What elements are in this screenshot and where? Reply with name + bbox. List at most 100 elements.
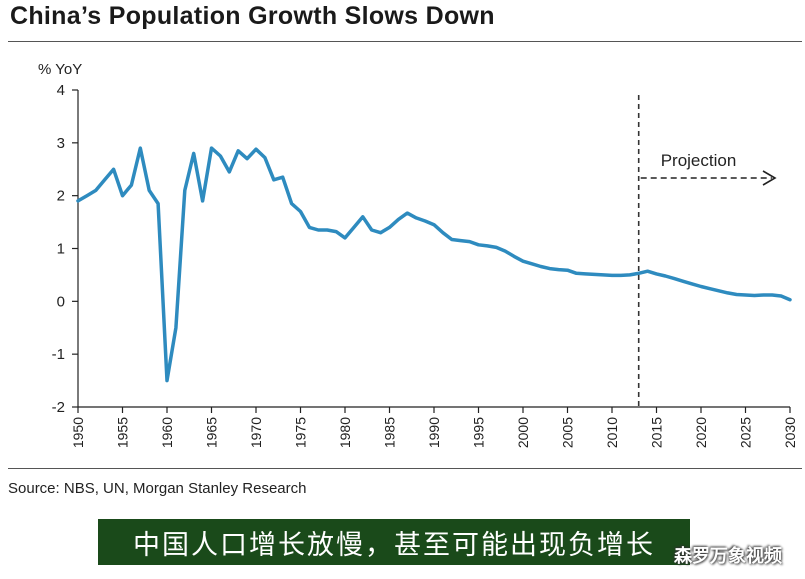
data-point	[86, 194, 88, 197]
x-tick-label: 1950	[70, 417, 86, 448]
data-point	[335, 230, 337, 233]
data-point	[415, 217, 418, 219]
data-point	[762, 294, 765, 296]
data-point	[584, 273, 587, 275]
x-tick-label: 2015	[649, 417, 665, 448]
y-tick-label: 1	[57, 241, 65, 258]
x-tick-label: 1970	[248, 417, 264, 448]
data-point	[317, 229, 320, 231]
data-point	[593, 273, 595, 276]
data-point	[557, 268, 560, 271]
data-point	[513, 255, 515, 258]
subtitle-banner: 中国人口增长放慢，甚至可能出现负增长	[98, 519, 690, 565]
data-point	[691, 283, 693, 285]
data-point	[611, 274, 613, 277]
data-point	[424, 220, 426, 222]
y-tick-label: 0	[57, 293, 65, 310]
data-point	[308, 226, 311, 229]
data-point	[166, 379, 168, 382]
data-point	[237, 149, 239, 152]
data-point	[95, 189, 97, 192]
data-point	[664, 275, 667, 277]
data-point	[700, 285, 702, 288]
x-tick-label: 1955	[115, 417, 131, 448]
data-point	[735, 293, 738, 296]
data-point	[709, 287, 711, 290]
data-point	[655, 273, 658, 275]
y-tick-label: 3	[57, 135, 65, 152]
x-tick-label: 2005	[560, 417, 576, 448]
data-point	[184, 189, 186, 192]
data-point	[522, 260, 524, 262]
data-point	[646, 270, 649, 273]
data-point	[264, 156, 266, 159]
data-point	[353, 226, 355, 229]
y-axis-label: % YoY	[38, 61, 82, 78]
x-tick-label: 2020	[693, 417, 709, 448]
y-tick-label: -1	[52, 346, 65, 363]
y-tick-label: 4	[57, 82, 65, 99]
data-point	[210, 147, 213, 149]
data-point	[718, 289, 720, 292]
data-point	[362, 216, 364, 218]
data-point	[771, 294, 773, 296]
data-point	[504, 250, 507, 252]
x-tick-label: 2030	[782, 417, 798, 448]
data-point	[77, 200, 79, 202]
x-tick-label: 1980	[337, 417, 353, 448]
x-tick-label: 1960	[159, 417, 175, 448]
data-point	[566, 269, 569, 271]
data-point	[789, 298, 791, 301]
data-point	[406, 212, 409, 214]
data-point	[531, 263, 533, 265]
x-tick-label: 1965	[204, 417, 220, 448]
data-point	[121, 194, 124, 197]
data-point	[157, 202, 159, 205]
chart-axes: % YoY	[38, 61, 790, 408]
data-point	[255, 148, 257, 150]
data-point	[637, 272, 640, 275]
data-point	[477, 244, 480, 246]
data-point	[103, 179, 106, 181]
data-point	[575, 272, 578, 275]
subtitle-text: 中国人口增长放慢，甚至可能出现负增长	[133, 529, 655, 561]
data-point	[442, 231, 444, 234]
data-point	[201, 200, 204, 202]
data-point	[192, 152, 195, 155]
data-point	[228, 171, 231, 173]
source-note: Source: NBS, UN, Morgan Stanley Research	[8, 480, 307, 497]
data-point	[468, 240, 471, 243]
projection-arrowhead	[762, 170, 777, 186]
x-tick-label: 2010	[604, 417, 620, 448]
data-point	[130, 184, 133, 186]
data-point	[486, 245, 489, 247]
x-tick-label: 1975	[293, 417, 309, 448]
x-tick-label: 1995	[471, 417, 487, 448]
title-rule	[8, 41, 802, 42]
data-point	[397, 218, 400, 221]
data-point	[629, 274, 631, 276]
chart-annotations: Projection	[637, 95, 777, 407]
data-point	[290, 202, 293, 205]
data-point	[112, 168, 115, 171]
data-point	[726, 292, 729, 294]
data-point	[602, 274, 604, 276]
projection-label: Projection	[661, 151, 737, 170]
data-point	[459, 239, 462, 242]
x-tick-label: 2025	[738, 417, 754, 448]
data-point	[344, 237, 346, 239]
data-point	[780, 295, 782, 297]
data-point	[548, 267, 551, 270]
data-point	[682, 280, 684, 283]
data-point	[148, 189, 150, 192]
data-point	[246, 157, 248, 160]
y-tick-label: -2	[52, 399, 65, 416]
data-point	[451, 238, 453, 241]
data-point	[673, 277, 676, 280]
data-point	[620, 274, 622, 277]
data-point	[433, 223, 435, 226]
chart-plot	[76, 146, 792, 383]
data-point	[175, 326, 177, 329]
data-point	[540, 265, 542, 268]
y-tick-label: 2	[57, 188, 65, 205]
